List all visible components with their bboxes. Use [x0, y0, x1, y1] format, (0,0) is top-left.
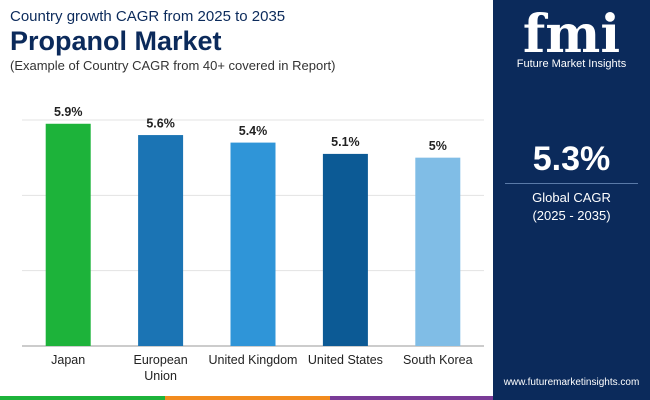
chart-title: Propanol Market — [10, 26, 222, 56]
value-label: 5% — [429, 139, 447, 153]
value-label: 5.4% — [239, 124, 268, 138]
stat: 5.3% — [532, 140, 611, 178]
stat-label: Global CAGR — [532, 190, 611, 205]
bar — [230, 142, 276, 346]
chart-subtitle: (Example of Country CAGR from 40+ covere… — [10, 58, 336, 73]
sidebar: fmi Future Market Insights 5.3% Global C… — [493, 0, 650, 400]
bar — [138, 135, 184, 346]
kicker: Country growth CAGR from 2025 to 2035 — [10, 8, 286, 25]
period: (2025 - 2035) — [532, 208, 611, 223]
strip — [165, 396, 330, 400]
x-tick-label: South Korea — [403, 353, 473, 367]
chart: 5.9% 5.6% 5.4% 5.1% 5% — [22, 105, 484, 347]
bar — [45, 123, 91, 347]
brand: Future Market Insights — [516, 58, 627, 70]
logo: fmi — [522, 4, 621, 65]
value-label: 5.1% — [331, 135, 360, 149]
x-tick-label: European Union — [133, 353, 188, 383]
url: www.futuremarketinsights.com — [503, 377, 640, 388]
divider — [505, 183, 638, 184]
bar — [415, 157, 461, 346]
value-label: 5.6% — [146, 116, 175, 130]
value-label: 5.9% — [54, 105, 83, 119]
strip — [330, 396, 493, 400]
x-tick-label: United States — [307, 353, 383, 367]
strip — [0, 396, 165, 400]
bar — [322, 153, 368, 346]
x-tick-label: Japan — [51, 353, 86, 367]
x-tick-label: United Kingdom — [208, 353, 298, 367]
